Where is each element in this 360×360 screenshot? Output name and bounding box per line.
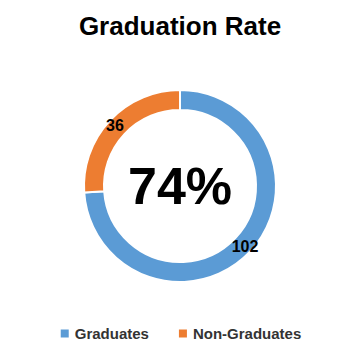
svg-text:74%: 74% xyxy=(128,157,232,215)
svg-text:Non-Graduates: Non-Graduates xyxy=(193,325,301,342)
svg-text:Graduates: Graduates xyxy=(75,325,149,342)
svg-text:102: 102 xyxy=(232,238,259,255)
svg-text:Graduation Rate: Graduation Rate xyxy=(79,11,281,41)
svg-text:36: 36 xyxy=(106,117,124,134)
